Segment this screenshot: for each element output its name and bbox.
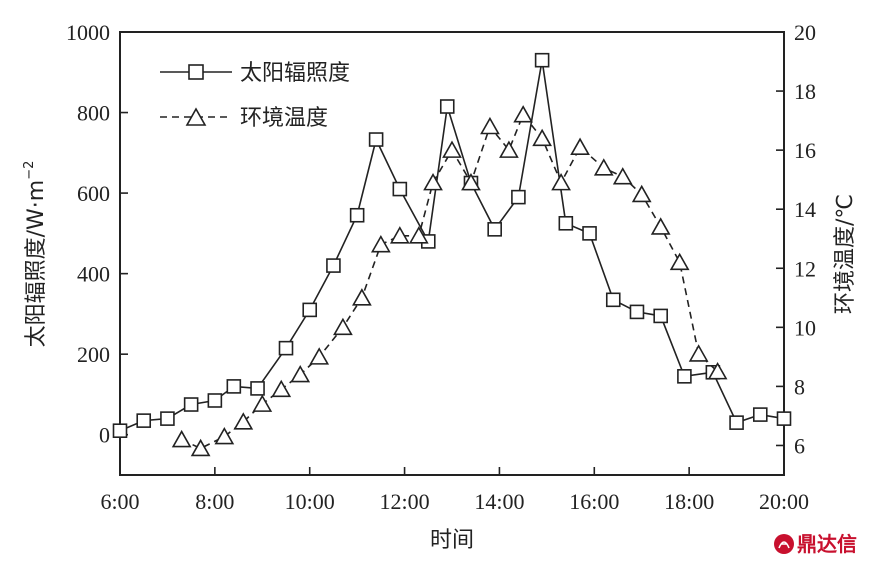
temperature-point — [271, 379, 292, 398]
irradiance-point — [677, 369, 692, 384]
plot-frame — [119, 31, 785, 476]
irradiance-point — [653, 308, 668, 324]
temperature-point — [389, 226, 410, 244]
temperature-point — [190, 438, 211, 457]
temperature-point — [233, 412, 254, 430]
temperature-point — [480, 116, 500, 135]
irradiance-point — [183, 397, 199, 412]
temperature-point — [593, 158, 614, 176]
right-y-tick-label: 14 — [794, 197, 816, 222]
temperature-point — [499, 140, 519, 158]
legend: 太阳辐照度 环境温度 — [160, 61, 350, 131]
temperature-point — [423, 172, 443, 191]
right-y-tick-label: 20 — [794, 20, 816, 45]
right-y-tick-label: 8 — [794, 374, 805, 399]
temperature-point — [461, 172, 481, 191]
temperature-point — [333, 317, 353, 336]
x-tick-label: 10:00 — [285, 489, 335, 514]
watermark: 鼎达信 — [774, 532, 857, 556]
temperature-point — [290, 364, 311, 383]
left-y-axis-title-superscript: −2 — [22, 161, 37, 180]
temperature-point — [171, 429, 192, 448]
right-y-tick-label: 12 — [794, 256, 816, 281]
flame-logo-glyph — [778, 541, 790, 549]
irradiance-point — [558, 215, 574, 231]
x-tick-label: 20:00 — [759, 489, 809, 514]
right-y-tick-label: 10 — [794, 315, 816, 340]
irradiance-point — [776, 411, 792, 426]
svg-text:太阳辐照度/W·m−2: 太阳辐照度/W·m−2 — [22, 161, 49, 348]
irradiance-point — [136, 413, 152, 428]
irradiance-point — [487, 222, 502, 237]
irradiance-point — [511, 189, 526, 205]
x-tick-label: 8:00 — [195, 489, 234, 514]
left-y-tick-label: 600 — [77, 181, 110, 206]
temperature-point — [252, 394, 273, 412]
irradiance-point — [534, 52, 550, 68]
irradiance-point — [226, 379, 242, 394]
temperature-point — [442, 140, 462, 158]
x-tick-label: 16:00 — [569, 489, 619, 514]
series-layer — [112, 52, 792, 457]
x-axis-title: 时间 — [430, 528, 474, 553]
irradiance-point — [368, 132, 384, 147]
temperature-point — [408, 226, 429, 244]
x-tick-label: 12:00 — [380, 489, 430, 514]
right-y-axis-title-text: 环境温度/℃ — [833, 194, 858, 314]
watermark-text: 鼎达信 — [797, 532, 857, 556]
irradiance-point — [439, 99, 455, 114]
temperature-point — [707, 362, 728, 380]
left-y-tick-label: 1000 — [66, 20, 110, 45]
irradiance-point — [207, 393, 223, 408]
irradiance-point — [250, 381, 265, 396]
legend-marker-square — [188, 64, 204, 80]
right-y-tick-label: 6 — [794, 433, 805, 458]
temperature-point — [669, 252, 690, 271]
left-y-tick-label: 200 — [77, 342, 110, 367]
legend-label-irradiance: 太阳辐照度 — [240, 61, 350, 86]
temperature-point — [214, 426, 235, 445]
irradiance-point — [278, 340, 294, 356]
right-y-axis-title: 环境温度/℃ — [833, 194, 858, 314]
temperature-point — [370, 235, 391, 253]
irradiance-point — [112, 423, 128, 439]
temperature-point — [631, 184, 652, 203]
irradiance-point — [392, 181, 408, 197]
legend-marker-triangle — [185, 107, 207, 126]
left-y-tick-label: 400 — [77, 262, 110, 287]
x-tick-label: 6:00 — [100, 489, 139, 514]
x-axis-ticks: 6:00 8:00 10:00 12:00 14:00 16:00 18:00 20:00 — [100, 467, 809, 514]
irradiance-point — [752, 407, 768, 422]
temperature-point — [612, 167, 633, 185]
temperature-point — [551, 172, 571, 191]
right-y-axis-ticks: 6 8 10 12 14 16 18 20 — [776, 20, 816, 458]
irradiance-point — [729, 415, 744, 430]
irradiance-point — [582, 226, 597, 241]
temperature-point — [513, 105, 534, 123]
left-y-axis-ticks: 0 200 400 600 800 1000 — [66, 20, 128, 448]
temperature-point — [309, 347, 330, 365]
irradiance-point — [160, 411, 175, 426]
left-y-axis-title-main: 太阳辐照度/W·m — [24, 180, 49, 348]
irradiance-point — [302, 302, 318, 318]
irradiance-point — [349, 207, 365, 223]
right-y-tick-label: 18 — [794, 79, 816, 104]
irradiance-point — [326, 258, 341, 273]
x-tick-label: 14:00 — [474, 489, 524, 514]
irradiance-point — [605, 292, 621, 308]
temperature-point — [650, 217, 671, 235]
left-y-tick-label: 800 — [77, 101, 110, 126]
left-y-tick-label: 0 — [99, 423, 110, 448]
temperature-point — [532, 128, 552, 147]
legend-label-temperature: 环境温度 — [240, 106, 328, 131]
right-y-tick-label: 16 — [794, 138, 816, 163]
temperature-point — [688, 344, 709, 362]
x-tick-label: 18:00 — [664, 489, 714, 514]
temperature-point — [352, 288, 372, 306]
temperature-point — [570, 137, 590, 155]
irradiance-point — [629, 304, 645, 320]
left-y-axis-title: 太阳辐照度/W·m−2 — [22, 161, 49, 348]
